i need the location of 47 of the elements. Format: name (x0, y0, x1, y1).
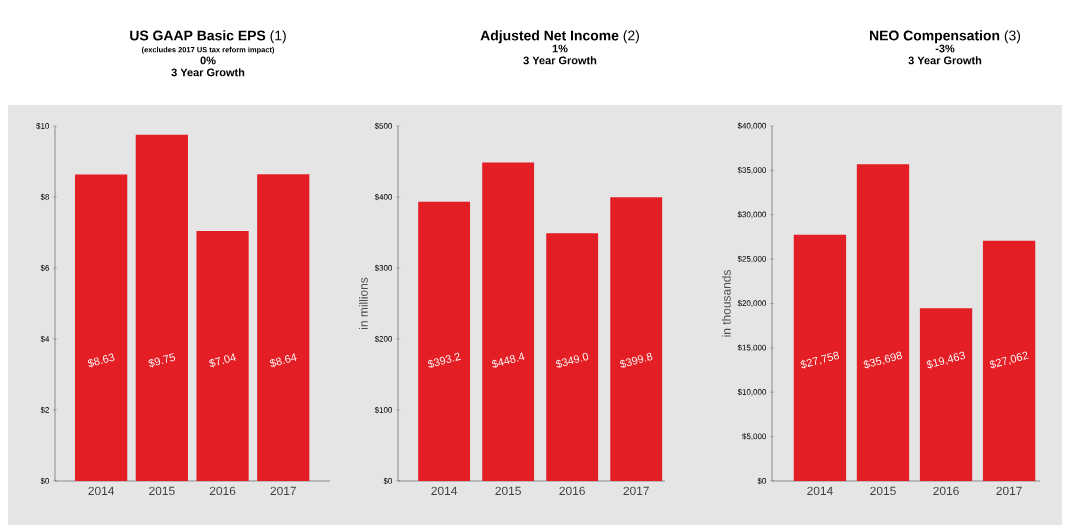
y-axis-title: in thousands (721, 270, 731, 337)
bar (257, 174, 310, 481)
data-label: $448.4 (491, 352, 525, 369)
bar (135, 134, 188, 481)
data-label: $393.2 (427, 352, 461, 369)
x-tick-label: 2017 (270, 486, 296, 496)
bar (856, 164, 910, 481)
bar (982, 240, 1036, 481)
x-tick-label: 2014 (807, 486, 833, 496)
bar (196, 231, 249, 481)
data-label: $27,758 (800, 351, 840, 369)
bar (482, 162, 535, 481)
data-label: $19,463 (926, 351, 966, 369)
bar (418, 201, 471, 481)
text: 0% (200, 56, 216, 65)
bar (546, 233, 599, 481)
chart-title: US GAAP Basic EPS (1) (130, 30, 286, 44)
x-tick-label: 2016 (559, 486, 585, 496)
data-label: $349.0 (555, 352, 589, 369)
bar (610, 197, 663, 481)
text: 3 Year Growth (523, 56, 597, 65)
x-tick-label: 2014 (88, 486, 115, 496)
text: 1% (552, 44, 568, 53)
x-tick-label: 2016 (933, 486, 959, 496)
x-tick-label: 2017 (996, 486, 1022, 496)
data-label: $9.75 (148, 353, 176, 368)
data-label: $399.8 (619, 352, 653, 369)
data-label: $7.04 (209, 353, 236, 368)
bar (75, 174, 128, 481)
data-label: $8.63 (87, 353, 115, 368)
x-tick-label: 2015 (495, 486, 521, 496)
bar (793, 234, 847, 481)
y-axis-title: in millions (359, 277, 368, 329)
text: -3% (935, 44, 955, 53)
text: 3 Year Growth (908, 56, 982, 65)
text: 3 Year Growth (171, 68, 245, 77)
x-tick-label: 2016 (209, 486, 236, 496)
chart-title: Adjusted Net Income (2) (480, 30, 639, 44)
bar (919, 308, 973, 481)
data-label: $35,698 (863, 351, 903, 369)
data-label: $27,062 (989, 351, 1029, 369)
chart-title: NEO Compensation (3) (870, 30, 1021, 44)
data-label: $8.64 (269, 353, 297, 368)
x-tick-label: 2015 (149, 486, 175, 496)
x-tick-label: 2014 (431, 486, 458, 496)
x-tick-label: 2015 (870, 486, 896, 496)
x-tick-label: 2017 (623, 486, 649, 496)
